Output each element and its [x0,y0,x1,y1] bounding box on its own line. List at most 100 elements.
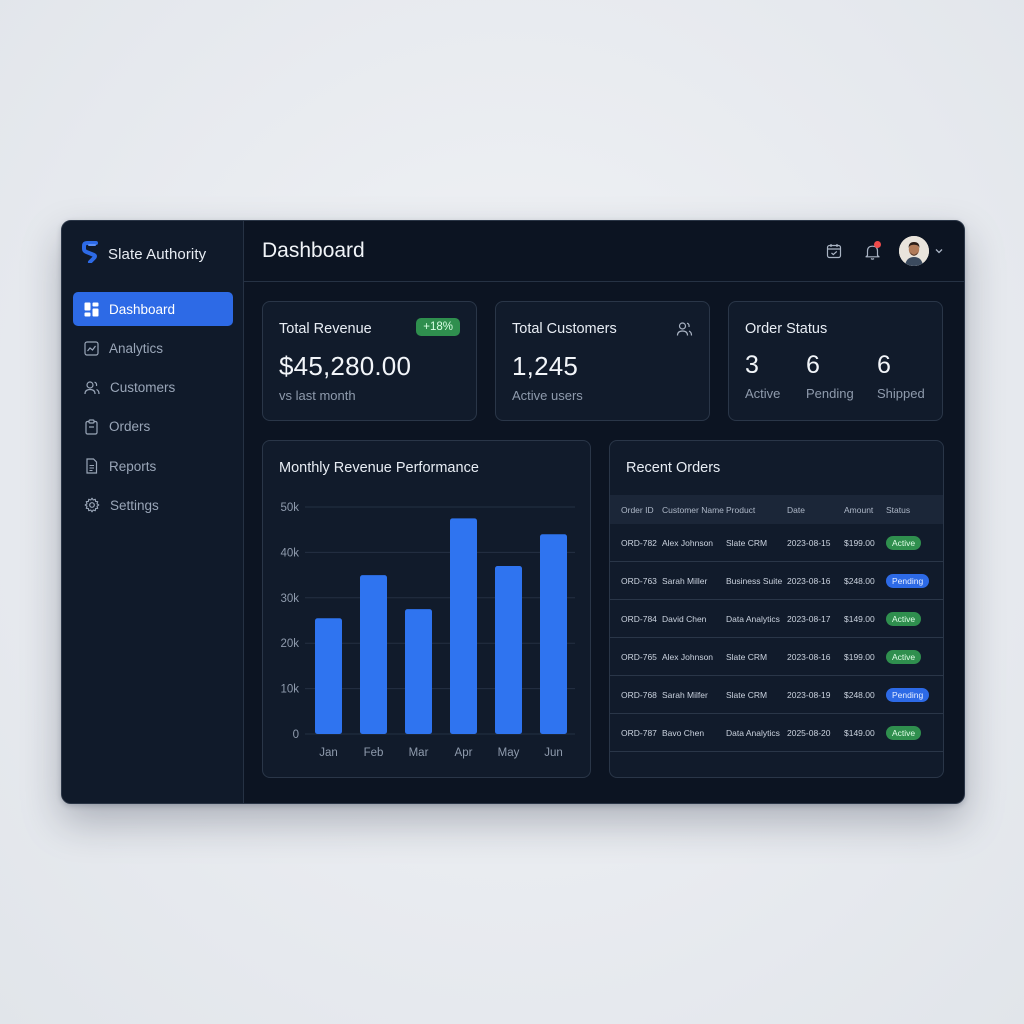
growth-badge: +18% [416,318,460,336]
product: Business Suite [726,575,783,586]
sidebar-item-analytics[interactable]: Analytics [73,331,233,365]
product: Slate CRM [726,537,768,548]
y-tick-label: 50k [280,502,299,514]
table-row[interactable]: ORD-763 Sarah Miller Business Suite 2023-08… [610,562,943,600]
bar-jan[interactable] [315,618,342,734]
sidebar-item-label: Analytics [109,340,164,356]
avatar[interactable] [899,236,929,266]
status-badge: Active [886,649,922,664]
bar-may[interactable] [495,566,522,734]
order-date: 2025-08-20 [787,727,831,738]
column-header[interactable]: Customer Name [662,504,724,515]
status-cell: Active [886,535,943,550]
x-tick-label: Feb [364,747,384,759]
sidebar-item-label: Settings [110,497,159,513]
recent-orders-card: Recent Orders Order ID Customer Name Pro… [609,440,944,778]
y-tick-label: 40k [280,547,299,559]
amount: $149.00 [844,613,875,624]
order-date: 2023-08-17 [787,613,831,624]
brand-name: Slate Authority [108,246,207,263]
product: Data Analytics [726,727,780,738]
customers-subtext: Active users [512,388,583,403]
sidebar-item-customers[interactable]: Customers [73,371,233,405]
status-shipped: 6 Shipped [877,351,925,401]
card-title: Order Status [745,321,828,337]
amount: $248.00 [844,575,875,586]
calendar-button[interactable] [823,240,845,262]
column-header[interactable]: Product [726,504,756,515]
table-header: Order ID Customer Name Product Date Amou… [610,495,943,524]
column-header[interactable]: Amount [844,504,874,515]
order-date: 2023-08-16 [787,575,831,586]
total-customers-card: Total Customers 1,245 Active users [495,301,710,421]
table-body: ORD-782 Alex Johnson Slate CRM 2023-08-15 $1… [610,524,943,752]
y-tick-label: 10k [280,684,299,696]
customer-name: Sarah Miller [662,575,708,586]
order-date: 2023-08-16 [787,651,831,662]
revenue-subtext: vs last month [279,388,356,403]
gear-icon [84,498,100,513]
sidebar-item-label: Customers [110,380,176,396]
product: Slate CRM [726,689,768,700]
status-count: 3 [745,351,759,379]
bar-feb[interactable] [360,575,387,734]
revenue-bar-chart: 0 10k 20k 30k 40k 50k Jan Feb Mar Apr May Jun [280,502,575,759]
chevron-down-icon[interactable] [934,246,944,256]
table-row[interactable]: ORD-768 Sarah Milfer Slate CRM 2023-08-19 $2… [610,676,943,714]
status-badge: Pending [886,687,930,702]
page-title: Dashboard [262,239,365,262]
bar-jun[interactable] [540,534,567,734]
column-header[interactable]: Order ID [621,504,654,515]
table-row[interactable]: ORD-782 Alex Johnson Slate CRM 2023-08-15 $1… [610,524,943,562]
x-tick-label: Jan [319,747,338,759]
table-row[interactable]: ORD-787 Bavo Chen Data Analytics 2025-08-20… [610,714,943,752]
status-label: Active [745,386,781,401]
order-date: 2023-08-19 [787,689,831,700]
x-tick-label: May [498,747,520,759]
card-title: Total Customers [512,321,617,337]
sidebar-item-label: Orders [109,419,151,435]
status-badge: Pending [886,573,930,588]
y-tick-label: 30k [280,593,299,605]
revenue-value: $45,280.00 [279,351,412,381]
sidebar-item-dashboard[interactable]: Dashboard [73,292,233,326]
header-actions [823,236,944,266]
table-row[interactable]: ORD-784 David Chen Data Analytics 2023-08-1… [610,600,943,638]
sidebar-item-settings[interactable]: Settings [73,488,233,522]
order-id: ORD-765 [621,651,657,662]
sidebar-item-orders[interactable]: Orders [73,410,233,444]
status-cell: Active [886,649,943,664]
status-active: 3 Active [745,351,780,401]
order-id: ORD-787 [621,727,657,738]
chart-title: Monthly Revenue Performance [279,460,479,476]
users-icon [676,322,693,336]
status-count: 6 [806,351,820,379]
total-revenue-card: Total Revenue +18% $45,280.00 vs last mo… [262,301,477,421]
brand[interactable]: Slate Authority [82,241,206,268]
amount: $248.00 [844,689,875,700]
amount: $149.00 [844,727,875,738]
status-badge: Active [886,535,922,550]
status-cell: Pending [886,687,943,702]
clipboard-icon [85,419,98,435]
x-tick-label: Mar [409,747,429,759]
column-header[interactable]: Status [886,504,911,515]
notifications-button[interactable] [861,240,883,262]
customer-name: Bavo Chen [662,727,705,738]
sidebar: Slate Authority Dashboard Analytics Cust… [62,221,244,803]
app-window: Slate Authority Dashboard Analytics Cust… [61,220,965,804]
amount: $199.00 [844,537,875,548]
sidebar-item-reports[interactable]: Reports [73,449,233,483]
order-id: ORD-782 [621,537,657,548]
notification-dot [874,241,881,248]
bar-mar[interactable] [405,609,432,734]
y-tick-label: 20k [280,638,299,650]
bar-apr[interactable] [450,518,477,734]
order-id: ORD-768 [621,689,657,700]
customer-name: Alex Johnson [662,651,714,662]
table-row[interactable]: ORD-765 Alex Johnson Slate CRM 2023-08-16 $1… [610,638,943,676]
column-header[interactable]: Date [787,504,805,515]
orders-title: Recent Orders [626,460,721,476]
user-menu[interactable] [899,236,944,266]
customer-name: Alex Johnson [662,537,714,548]
